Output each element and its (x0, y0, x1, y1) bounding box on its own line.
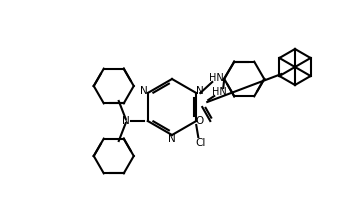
Text: N: N (168, 134, 176, 144)
Text: HN: HN (209, 73, 224, 83)
Text: N: N (122, 116, 130, 126)
Text: O: O (195, 116, 203, 126)
Text: HN: HN (212, 87, 227, 97)
Text: N: N (196, 86, 203, 96)
Text: Cl: Cl (195, 138, 206, 148)
Text: N: N (140, 86, 148, 96)
